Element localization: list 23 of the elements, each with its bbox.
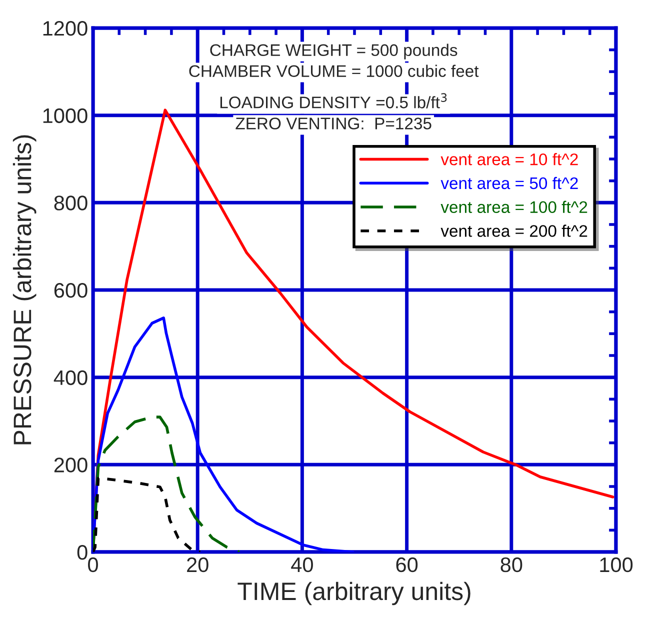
x-tick-label: 80 <box>500 557 522 572</box>
y-tick-label: 600 <box>54 283 88 298</box>
x-tick-label: 60 <box>396 557 418 572</box>
y-tick-label: 1000 <box>43 108 88 124</box>
y-tick-label: 800 <box>54 196 88 210</box>
y-axis-title: PRESSURE (arbitrary units) <box>12 135 36 444</box>
annotation: LOADING DENSITY =0.5 lb/ft$^{3}$ <box>220 93 447 108</box>
legend-label: vent area = 200 ft^2 <box>440 224 588 237</box>
annotation: ZERO VENTING: P=1235 <box>236 118 432 130</box>
x-axis-title: TIME (arbitrary units) <box>238 582 470 606</box>
annotation: CHAMBER VOLUME = 1000 cubic feet <box>189 64 479 78</box>
x-tick-label: 100 <box>600 557 633 572</box>
y-tick-label: 0 <box>77 545 88 560</box>
y-tick-label: 200 <box>54 458 88 472</box>
x-tick-label: 20 <box>187 557 208 572</box>
x-tick-label: 40 <box>291 557 313 572</box>
annotation: CHARGE WEIGHT = 500 pounds <box>210 44 458 60</box>
legend-label: vent area = 100 ft^2 <box>440 200 588 214</box>
legend-label: vent area = 10 ft^2 <box>440 153 578 166</box>
legend-label: vent area = 50 ft^2 <box>440 176 578 190</box>
y-tick-label: 400 <box>54 370 88 386</box>
y-tick-label: 1200 <box>43 21 88 36</box>
x-tick-label: 0 <box>88 557 98 572</box>
